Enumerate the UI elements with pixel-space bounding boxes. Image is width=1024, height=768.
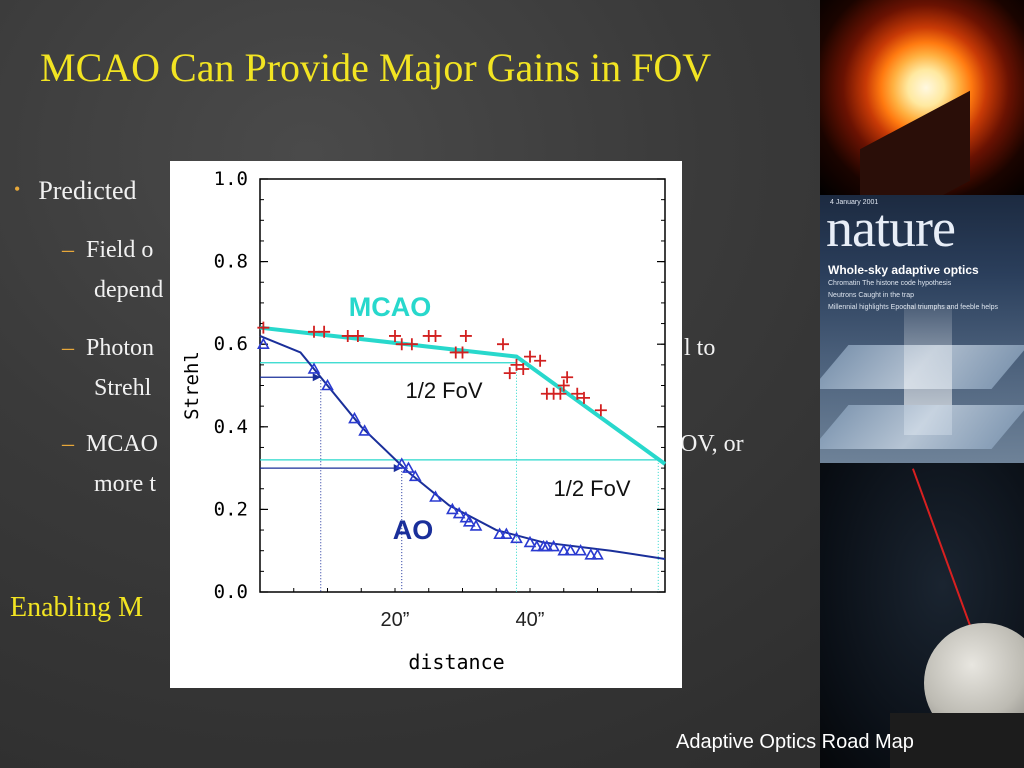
ao-point [469, 519, 483, 531]
sub-text: depend [94, 277, 164, 303]
x-axis-label: distance [408, 650, 504, 674]
y-tick-label: 0.2 [214, 498, 248, 520]
layer-plane [820, 405, 1024, 449]
ao-point [510, 531, 523, 544]
ao-point [348, 411, 361, 424]
ao-point [307, 362, 321, 374]
nature-cover-image: 4 January 2001 nature Whole-sky adaptive… [820, 195, 1024, 463]
bullet-predicted: • Predicted [14, 176, 137, 206]
ao-point [395, 457, 409, 469]
ao-point [500, 527, 513, 539]
ao-point [452, 506, 466, 519]
ao-point [540, 539, 554, 552]
mcao-point [534, 354, 547, 367]
ao-point [402, 461, 415, 473]
chart-svg: 0.0 0.2 0.4 0.6 0.8 1.0 Strehl distance 20” 40” MC… [181, 168, 667, 674]
ao-point [462, 515, 476, 527]
sub-text: more t [94, 471, 156, 497]
dash-icon: – [62, 335, 74, 361]
mcao-point [395, 338, 408, 351]
ao-point [446, 502, 459, 515]
sun-image [820, 0, 1024, 195]
mcao-point [456, 346, 469, 359]
sub-bullet-field: – Field o depend [62, 230, 163, 310]
cover-line: Neutrons Caught in the trap [828, 292, 914, 299]
mcao-point [594, 404, 607, 417]
mcao-point [405, 338, 418, 351]
sub-text: Field o [86, 237, 154, 263]
sub-bullet-photon-tail: l to [684, 335, 716, 361]
sub-bullet-photon: – Photon Strehl [62, 328, 154, 408]
mcao-point [308, 325, 320, 338]
dome-base [890, 713, 1024, 768]
mcao-point [578, 391, 590, 404]
bullet-text: Predicted [38, 176, 137, 205]
mcao-point [497, 338, 509, 351]
sub-bullet-mcao-tail: OV, or [680, 431, 744, 457]
slide-title: MCAO Can Provide Major Gains in FOV [40, 45, 712, 90]
mcao-point [554, 387, 567, 400]
half-fov-label-mcao: 1/2 FoV [405, 378, 482, 403]
x-tick-label: 40” [516, 609, 545, 631]
half-fov-label-ao: 1/2 FoV [553, 476, 630, 501]
x-tick-label: 20” [381, 609, 410, 631]
image-column: 4 January 2001 nature Whole-sky adaptive… [820, 0, 1024, 768]
ao-label: AO [393, 515, 434, 545]
ao-point [547, 539, 560, 552]
mcao-point [318, 325, 331, 338]
mcao-label: MCAO [349, 292, 432, 322]
nature-logo: nature [826, 198, 956, 258]
mcao-point [389, 329, 401, 342]
cover-line: Chromatin The histone code hypothesis [828, 280, 952, 287]
mcao-point [561, 371, 574, 384]
observatory-image [820, 463, 1024, 768]
sub-text: Photon [86, 335, 155, 361]
y-axis-label: Strehl [181, 351, 203, 420]
y-tick-label: 0.8 [214, 251, 248, 273]
y-tick-label: 1.0 [214, 168, 248, 190]
ao-point [584, 548, 598, 560]
mcao-point [459, 329, 472, 342]
mcao-point [351, 329, 364, 342]
ao-point [557, 544, 571, 556]
dash-icon: – [62, 431, 74, 457]
y-tick-label: 0.0 [214, 581, 248, 603]
y-tick-label: 0.4 [214, 416, 248, 438]
mcao-point [517, 362, 530, 375]
bullet-dot-icon: • [14, 179, 21, 199]
sub-text: MCAO [86, 431, 159, 457]
mcao-point [510, 358, 523, 371]
ao-point [523, 535, 537, 548]
ao-point [564, 544, 577, 556]
sub-bullet-mcao: – MCAO more t [62, 424, 158, 504]
ao-point [530, 539, 544, 552]
ao-point [257, 337, 270, 349]
mcao-point [557, 379, 570, 392]
footer-text: Enabling M [10, 592, 143, 623]
mcao-point [257, 321, 270, 334]
ao-point [574, 544, 587, 556]
cover-headline: Whole-sky adaptive optics [828, 263, 979, 277]
strehl-chart: 0.0 0.2 0.4 0.6 0.8 1.0 Strehl distance 20” 40” MC… [170, 161, 682, 688]
mcao-point [503, 367, 516, 380]
mcao-point [429, 329, 442, 342]
ao-fit-line [259, 335, 666, 560]
ao-point [429, 490, 442, 502]
ao-point [358, 424, 371, 436]
dash-icon: – [62, 237, 74, 263]
ao-point [321, 378, 334, 391]
ao-point [408, 469, 422, 482]
sub-text: Strehl [94, 375, 152, 401]
road-map-caption: Adaptive Optics Road Map [676, 731, 914, 753]
mcao-point [524, 350, 536, 363]
mcao-point [571, 387, 584, 400]
y-tick-label: 0.6 [214, 333, 248, 355]
ao-point [591, 548, 604, 560]
mcao-point [341, 329, 354, 342]
arrow-head-icon [312, 373, 321, 382]
ao-point [493, 527, 506, 539]
sun-ridge [860, 90, 970, 195]
mcao-fit-line [259, 325, 667, 466]
cover-date: 4 January 2001 [830, 199, 879, 206]
